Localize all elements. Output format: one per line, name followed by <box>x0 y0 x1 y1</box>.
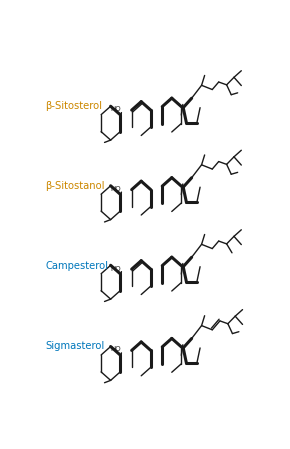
Text: HO: HO <box>110 106 121 112</box>
Text: HO: HO <box>110 186 121 192</box>
Text: β-Sitostanol: β-Sitostanol <box>45 181 105 191</box>
Text: HO: HO <box>110 346 121 352</box>
Text: Sigmasterol: Sigmasterol <box>45 341 104 351</box>
Text: β-Sitosterol: β-Sitosterol <box>45 101 102 111</box>
Text: Campesterol: Campesterol <box>45 261 108 271</box>
Text: HO: HO <box>110 265 121 272</box>
